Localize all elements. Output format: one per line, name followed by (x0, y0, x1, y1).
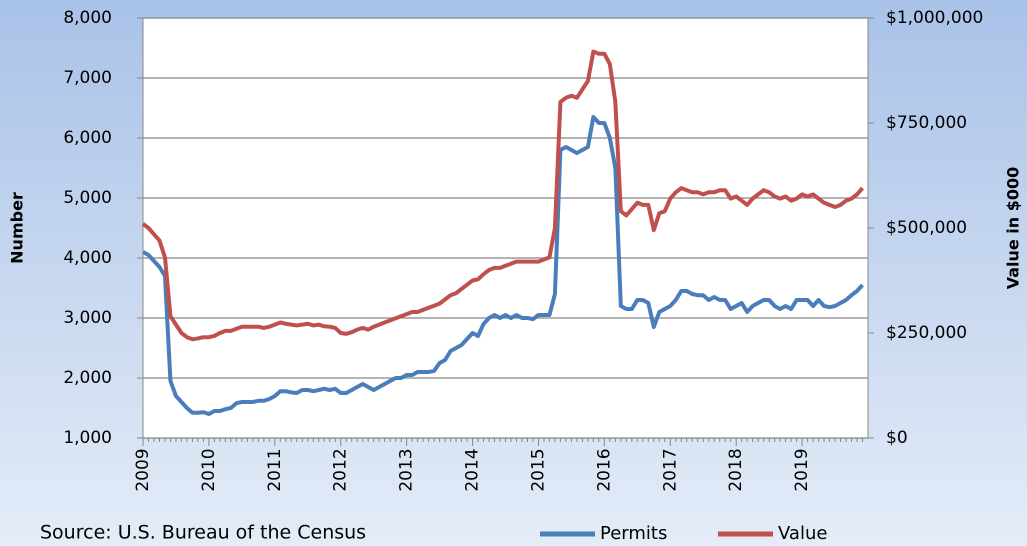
x-tick-label: 2013 (397, 448, 417, 491)
y2-tick-label: $250,000 (886, 323, 967, 343)
y-tick-label: 6,000 (63, 128, 112, 148)
plot-area (142, 17, 869, 439)
x-tick-label: 2014 (463, 448, 483, 491)
x-tick-label: 2009 (133, 448, 153, 491)
y-tick-label: 8,000 (63, 8, 112, 28)
x-tick-label: 2012 (331, 448, 351, 491)
x-tick-label: 2016 (594, 448, 614, 491)
y-tick-label: 4,000 (63, 248, 112, 268)
y-tick-label: 2,000 (63, 368, 112, 388)
source-note: Source: U.S. Bureau of the Census (40, 522, 366, 544)
x-tick-label: 2019 (792, 448, 812, 491)
x-tick-label: 2010 (199, 448, 219, 491)
y-axis-label: Number (8, 192, 27, 264)
y2-tick-label: $500,000 (886, 218, 967, 238)
y2-tick-label: $750,000 (886, 113, 967, 133)
series-line (142, 115, 864, 416)
y-tick-label: 1,000 (63, 428, 112, 448)
x-tick-label: 2017 (660, 448, 680, 491)
legend-label: Permits (600, 523, 667, 544)
x-tick-label: 2018 (726, 448, 746, 491)
y2-axis-label: Value in $000 (1004, 167, 1023, 290)
y2-tick-label: $1,000,000 (886, 8, 983, 28)
y-tick-label: 5,000 (63, 188, 112, 208)
x-tick-label: 2015 (528, 448, 548, 491)
y2-tick-label: $0 (886, 428, 908, 448)
legend-label: Value (778, 523, 827, 544)
y-tick-label: 7,000 (63, 68, 112, 88)
y-tick-label: 3,000 (63, 308, 112, 328)
x-tick-label: 2011 (265, 448, 285, 491)
series-line (141, 49, 865, 342)
